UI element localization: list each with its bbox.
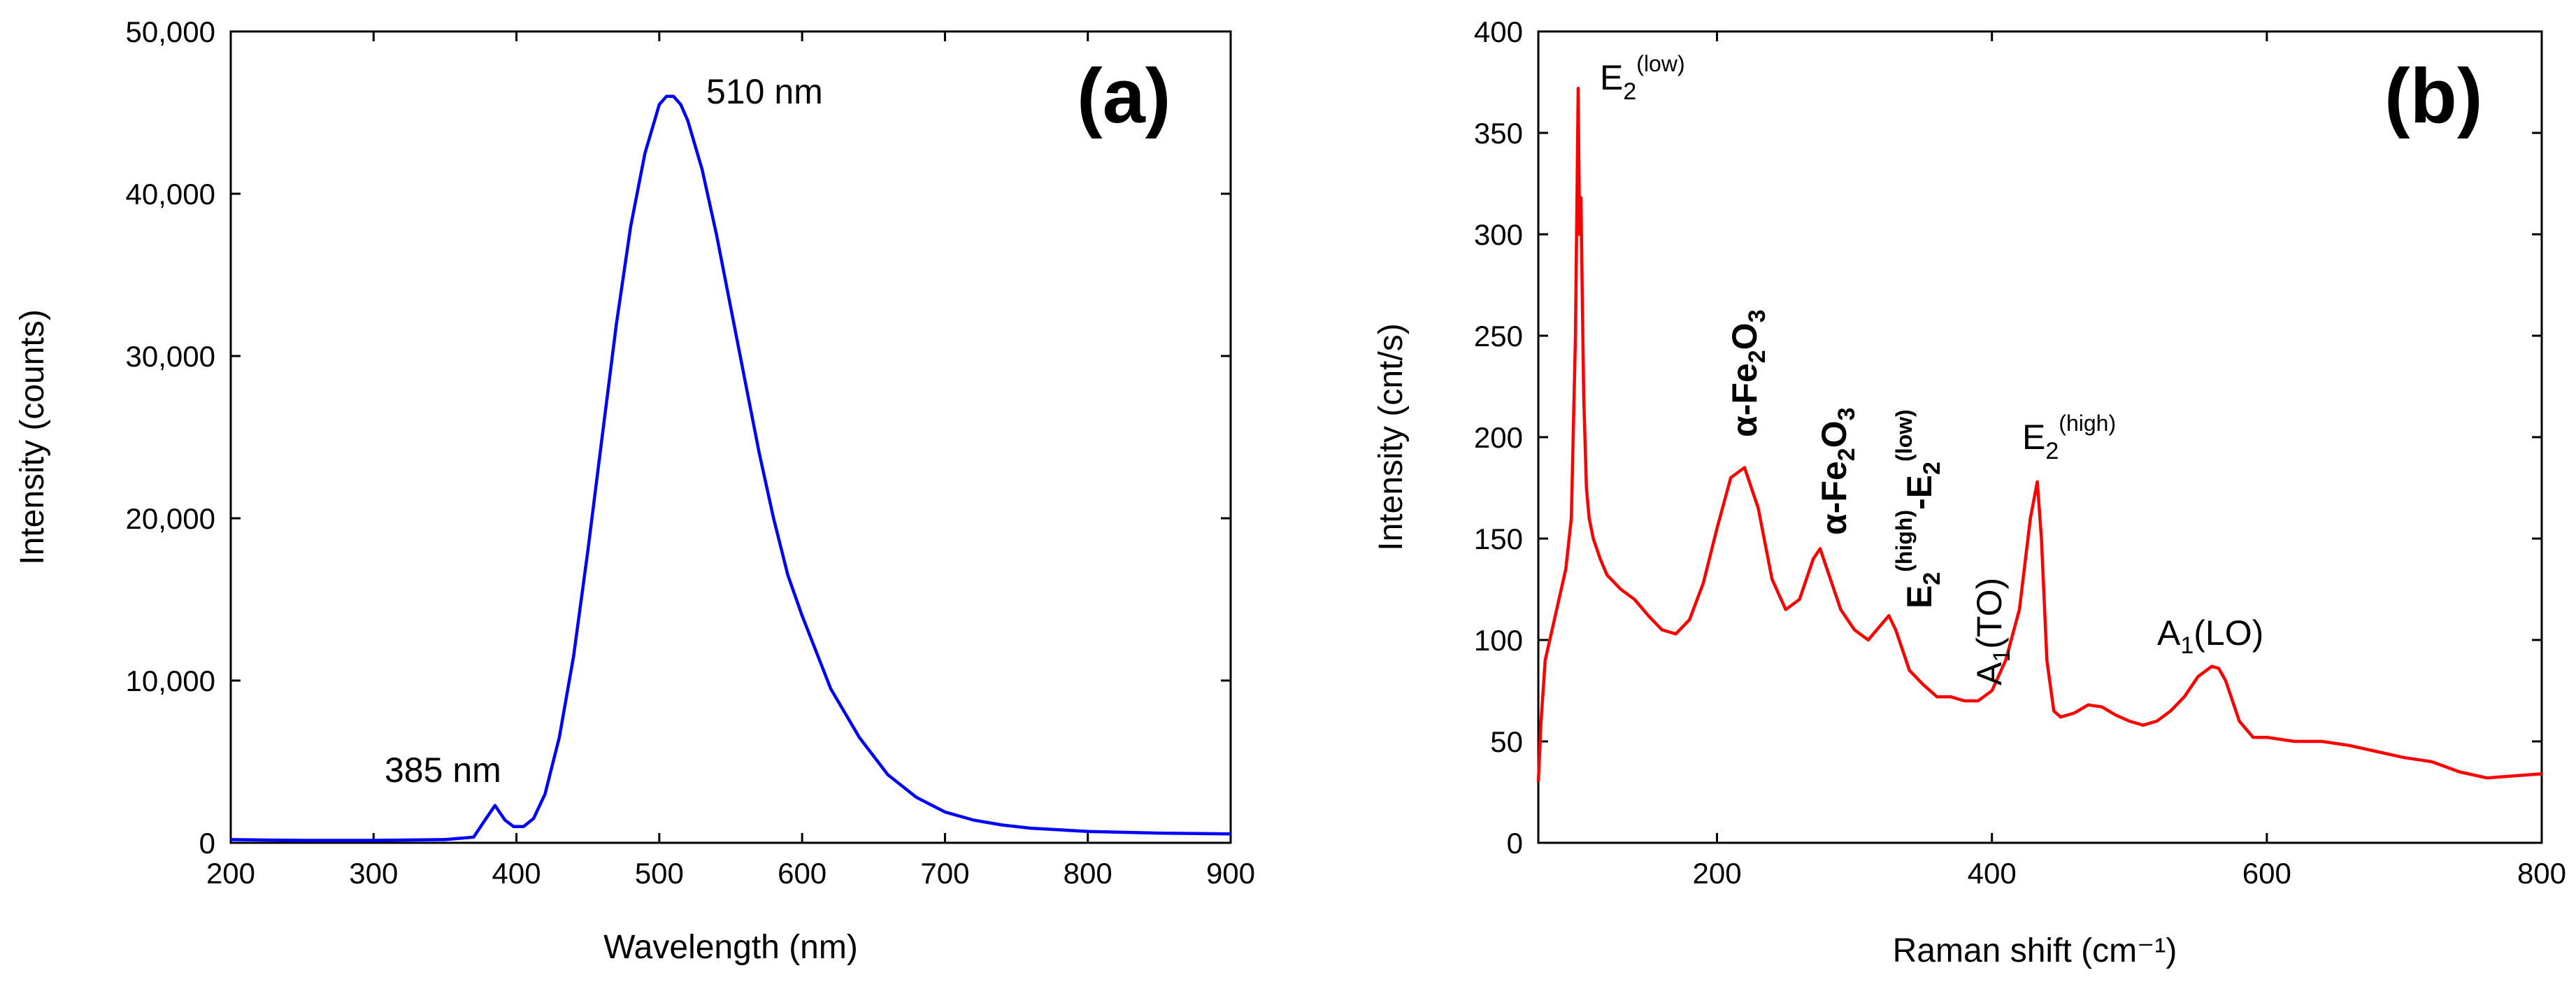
panel-b-y-tick-label: 200 bbox=[1474, 421, 1523, 454]
panel-a-y-axis-title: Intensity (counts) bbox=[14, 309, 51, 564]
panel-a-y-tick-labels: 0 10,000 20,000 30,000 40,000 50,000 bbox=[126, 15, 215, 860]
panel-a-x-axis-title: Wavelength (nm) bbox=[603, 929, 858, 966]
panel-b-x-tick-label: 200 bbox=[1693, 857, 1742, 890]
annotation-e2-high-minus-e2-low: E2(high)-E2(low) bbox=[1891, 409, 1945, 609]
panel-a-y-tick-label: 30,000 bbox=[126, 340, 215, 373]
panel-a-peak-annotation-510: 510 nm bbox=[706, 72, 823, 111]
chart-panel-a: 200 300 400 500 600 700 800 900 0 10,000 20,000 30… bbox=[14, 15, 1255, 966]
panel-a-x-tick-label: 500 bbox=[635, 857, 684, 890]
panel-a-label: (a) bbox=[1077, 53, 1171, 139]
panel-b-x-tick-label: 600 bbox=[2242, 857, 2291, 890]
panel-a-x-tick-label: 300 bbox=[349, 857, 398, 890]
panel-b-x-axis-title: Raman shift (cm⁻¹) bbox=[1893, 932, 2177, 969]
panel-a-y-tick-label: 40,000 bbox=[126, 178, 215, 211]
panel-a-y-tick-label: 20,000 bbox=[126, 502, 215, 535]
panel-a-series-line bbox=[230, 94, 1231, 842]
panel-b-y-tick-labels: 0 50 100 150 200 250 300 350 400 bbox=[1474, 15, 1523, 860]
panel-b-y-tick-label: 250 bbox=[1474, 320, 1523, 353]
panel-a-x-tick-label: 800 bbox=[1064, 857, 1112, 890]
panel-b-y-tick-label: 400 bbox=[1474, 15, 1523, 48]
panel-a-x-tick-label: 200 bbox=[206, 857, 255, 890]
annotation-e2-high: E2(high) bbox=[2022, 411, 2116, 464]
annotation-alpha-fe2o3-220: α-Fe2O3 bbox=[1725, 310, 1770, 438]
panel-b-y-tick-label: 50 bbox=[1490, 725, 1523, 758]
panel-b-y-axis-title: Intensity (cnt/s) bbox=[1373, 323, 1410, 550]
annotation-alpha-fe2o3-275: α-Fe2O3 bbox=[1815, 408, 1860, 536]
panel-a-plot-frame bbox=[229, 30, 1232, 844]
panel-b-y-tick-label: 0 bbox=[1507, 827, 1523, 860]
panel-b-y-tick-label: 300 bbox=[1474, 218, 1523, 251]
panel-a-ticks bbox=[229, 30, 1232, 844]
panel-b-series-line bbox=[1536, 86, 2542, 783]
panel-a-y-tick-label: 50,000 bbox=[126, 15, 215, 48]
annotation-e2-low: E2(low) bbox=[1600, 51, 1685, 105]
panel-a-x-tick-labels: 200 300 400 500 600 700 800 900 bbox=[206, 857, 1255, 890]
panel-b-ticks bbox=[1538, 30, 2543, 844]
panel-a-x-tick-label: 700 bbox=[920, 857, 969, 890]
panel-b-y-tick-label: 150 bbox=[1474, 522, 1523, 555]
panel-b-y-tick-label: 100 bbox=[1474, 624, 1523, 657]
annotation-a1-lo: A1(LO) bbox=[2157, 613, 2263, 659]
chart-panel-b: 200 400 600 800 0 50 100 150 200 250 300 350 400 Ra… bbox=[1373, 15, 2566, 969]
panel-b-x-tick-labels: 200 400 600 800 bbox=[1693, 857, 2567, 890]
panel-a-x-tick-label: 600 bbox=[778, 857, 827, 890]
panel-b-y-tick-label: 350 bbox=[1474, 117, 1523, 150]
panel-a-y-tick-label: 10,000 bbox=[126, 664, 215, 697]
panel-b-x-tick-label: 400 bbox=[1968, 857, 2017, 890]
panel-a-x-tick-label: 900 bbox=[1206, 857, 1255, 890]
annotation-a1-to: A1(TO) bbox=[1970, 578, 2015, 685]
panel-b-label: (b) bbox=[2384, 53, 2482, 139]
panel-a-x-tick-label: 400 bbox=[492, 857, 541, 890]
panel-a-y-tick-label: 0 bbox=[199, 827, 215, 860]
panel-a-peak-annotation-385: 385 nm bbox=[385, 750, 501, 790]
panel-b-x-tick-label: 800 bbox=[2517, 857, 2566, 890]
